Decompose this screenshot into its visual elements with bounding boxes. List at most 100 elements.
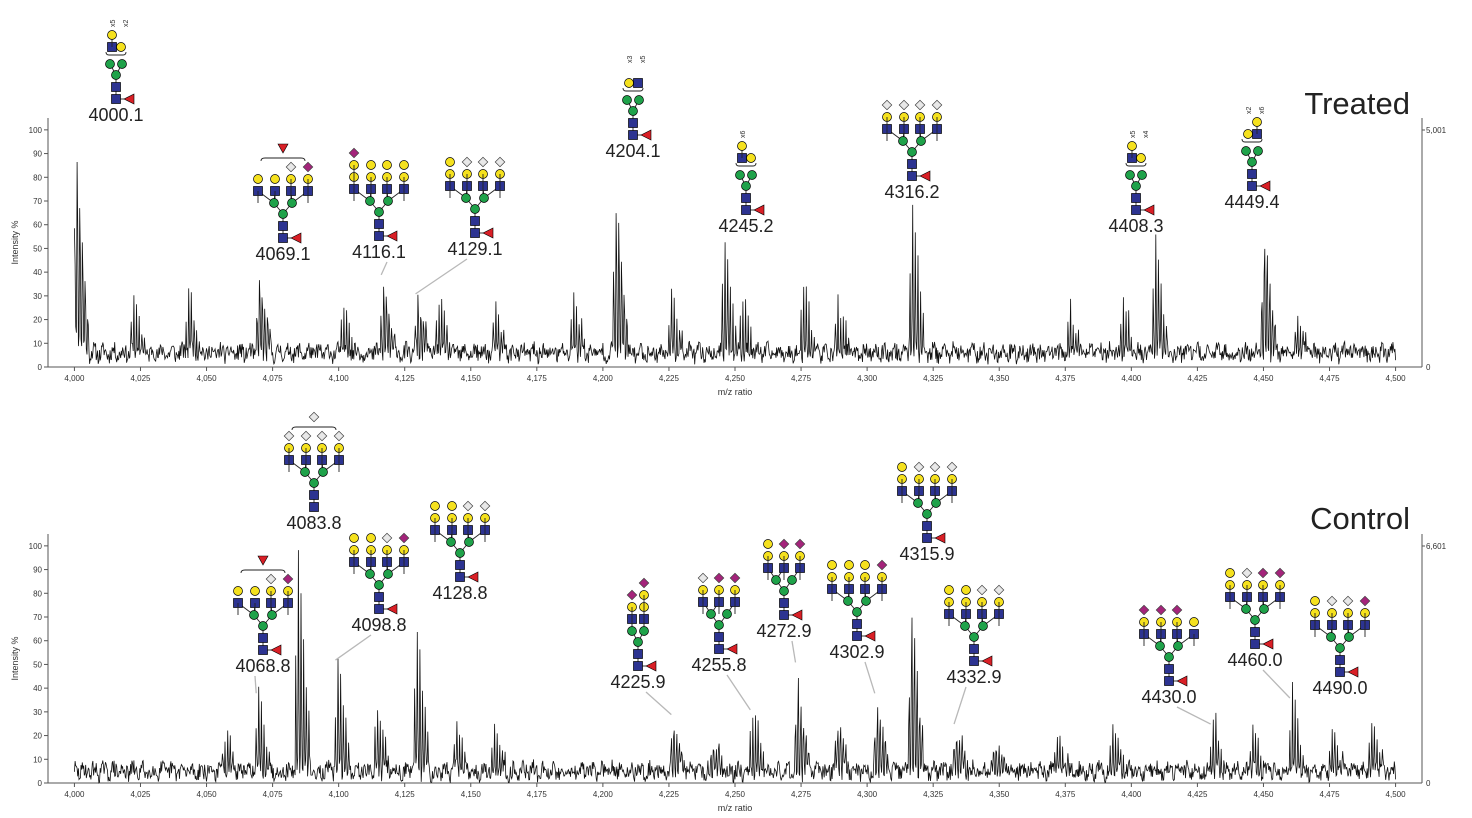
mannose-circle-icon <box>1155 641 1165 651</box>
mannose-circle-icon <box>714 620 724 630</box>
glcnac-square-icon <box>1247 181 1257 191</box>
mannose-circle-icon <box>1335 643 1345 653</box>
x-tick-label: 4,050 <box>197 790 218 799</box>
neu5ac-diamond-icon <box>876 559 888 571</box>
mannose-circle-icon <box>1247 157 1257 167</box>
glcnac-square-icon <box>258 633 268 643</box>
glycan-multiplier-label: x4 <box>1143 131 1150 139</box>
neu5ac-diamond-icon <box>1171 604 1183 616</box>
glycan-structure-4069.1 <box>253 143 314 244</box>
x-tick-label: 4,125 <box>395 374 416 383</box>
glcnac-square-icon <box>922 521 932 531</box>
fucose-triangle-icon <box>277 143 289 154</box>
galactose-circle-icon <box>1225 568 1235 578</box>
glcnac-square-icon <box>1131 193 1141 203</box>
galactose-circle-icon <box>399 160 409 170</box>
mannose-circle-icon <box>365 196 375 206</box>
mannose-circle-icon <box>300 467 310 477</box>
glycan-multiplier-label: x2 <box>1246 107 1253 115</box>
glycan-multiplier-label: x6 <box>740 131 747 139</box>
neu5gc-diamond-icon <box>477 156 489 168</box>
glcnac-square-icon <box>1164 676 1174 686</box>
neu5gc-diamond-icon <box>697 572 709 584</box>
glcnac-square-icon <box>741 193 751 203</box>
x-tick-label: 4,100 <box>329 374 350 383</box>
fucose-triangle-icon <box>257 555 269 566</box>
x-tick-label: 4,325 <box>923 790 944 799</box>
glycan-structure-4430.0 <box>1138 604 1199 687</box>
neu5gc-diamond-icon <box>308 411 320 423</box>
neu5ac-diamond-icon <box>638 577 650 589</box>
glycan-structure-4490.0 <box>1310 595 1371 678</box>
panel-label-treated: Treated <box>1304 86 1410 121</box>
glycan-structure-4129.1 <box>445 156 506 239</box>
glcnac-square-icon <box>907 159 917 169</box>
peak-leader-line <box>415 258 468 295</box>
galactose-circle-icon <box>944 585 954 595</box>
glcnac-square-icon <box>852 619 862 629</box>
mannose-circle-icon <box>1241 146 1251 156</box>
glycan-structure-4316.2 <box>881 99 943 182</box>
galactose-circle-icon <box>250 586 260 596</box>
glcnac-square-icon <box>278 221 288 231</box>
galactose-circle-icon <box>430 501 440 511</box>
galactose-circle-icon <box>763 539 773 549</box>
peak-mass-label: 4116.1 <box>352 242 406 262</box>
x-tick-label: 4,450 <box>1253 374 1274 383</box>
peak-mass-label: 4332.9 <box>946 667 1001 687</box>
neu5ac-diamond-icon <box>794 538 806 550</box>
mannose-circle-icon <box>706 609 716 619</box>
galactose-circle-icon <box>827 560 837 570</box>
x-tick-label: 4,500 <box>1386 374 1407 383</box>
mannose-circle-icon <box>479 193 489 203</box>
peak-mass-label: 4129.1 <box>447 239 502 259</box>
fucose-triangle-icon <box>934 532 946 544</box>
glcnac-square-icon <box>470 228 480 238</box>
spectrum-trace-line <box>74 161 1396 366</box>
neu5ac-diamond-icon <box>1359 595 1371 607</box>
mannose-circle-icon <box>622 95 632 105</box>
mannose-circle-icon <box>978 621 988 631</box>
galactose-circle-icon <box>366 533 376 543</box>
mannose-circle-icon <box>318 467 328 477</box>
x-tick-label: 4,000 <box>64 374 85 383</box>
peak-mass-label: 4204.1 <box>605 141 660 161</box>
right-axis-max-label: 5,001 <box>1426 126 1447 135</box>
neu5gc-diamond-icon <box>494 156 506 168</box>
mannose-circle-icon <box>1173 641 1183 651</box>
glycan-structure-4068.8 <box>233 555 294 656</box>
galactose-circle-icon <box>366 160 376 170</box>
galactose-circle-icon <box>382 160 392 170</box>
galactose-circle-icon <box>1136 153 1146 163</box>
peak-leader-line <box>1176 706 1211 725</box>
peak-mass-label: 4068.8 <box>235 656 290 676</box>
mannose-circle-icon <box>267 610 277 620</box>
neu5gc-diamond-icon <box>265 573 277 585</box>
glycan-structure-4332.9 <box>944 584 1005 667</box>
peak-leader-line <box>726 674 751 711</box>
peak-leader-line <box>335 634 372 661</box>
glycan-bracket-line <box>1241 138 1263 143</box>
x-tick-label: 4,400 <box>1121 374 1142 383</box>
galactose-circle-icon <box>1127 141 1137 151</box>
x-tick-label: 4,150 <box>461 374 482 383</box>
mannose-circle-icon <box>843 596 853 606</box>
galactose-circle-icon <box>233 586 243 596</box>
y-tick-label: 70 <box>33 613 42 622</box>
mannose-circle-icon <box>287 198 297 208</box>
glycan-structure-4408.3 <box>1125 141 1155 216</box>
neu5gc-diamond-icon <box>881 99 893 111</box>
mannose-circle-icon <box>1259 604 1269 614</box>
glycan-multiplier-label: x5 <box>1130 131 1137 139</box>
glcnac-square-icon <box>741 205 751 215</box>
galactose-circle-icon <box>253 174 263 184</box>
galactose-circle-icon <box>270 174 280 184</box>
peak-mass-label: 4460.0 <box>1227 650 1282 670</box>
neu5gc-diamond-icon <box>283 430 295 442</box>
galactose-circle-icon <box>1310 596 1320 606</box>
fucose-triangle-icon <box>791 609 803 621</box>
neu5gc-diamond-icon <box>1342 595 1354 607</box>
glycan-structure-4083.8 <box>283 411 345 512</box>
glycan-structure-4315.9 <box>897 461 958 544</box>
mannose-circle-icon <box>771 575 781 585</box>
